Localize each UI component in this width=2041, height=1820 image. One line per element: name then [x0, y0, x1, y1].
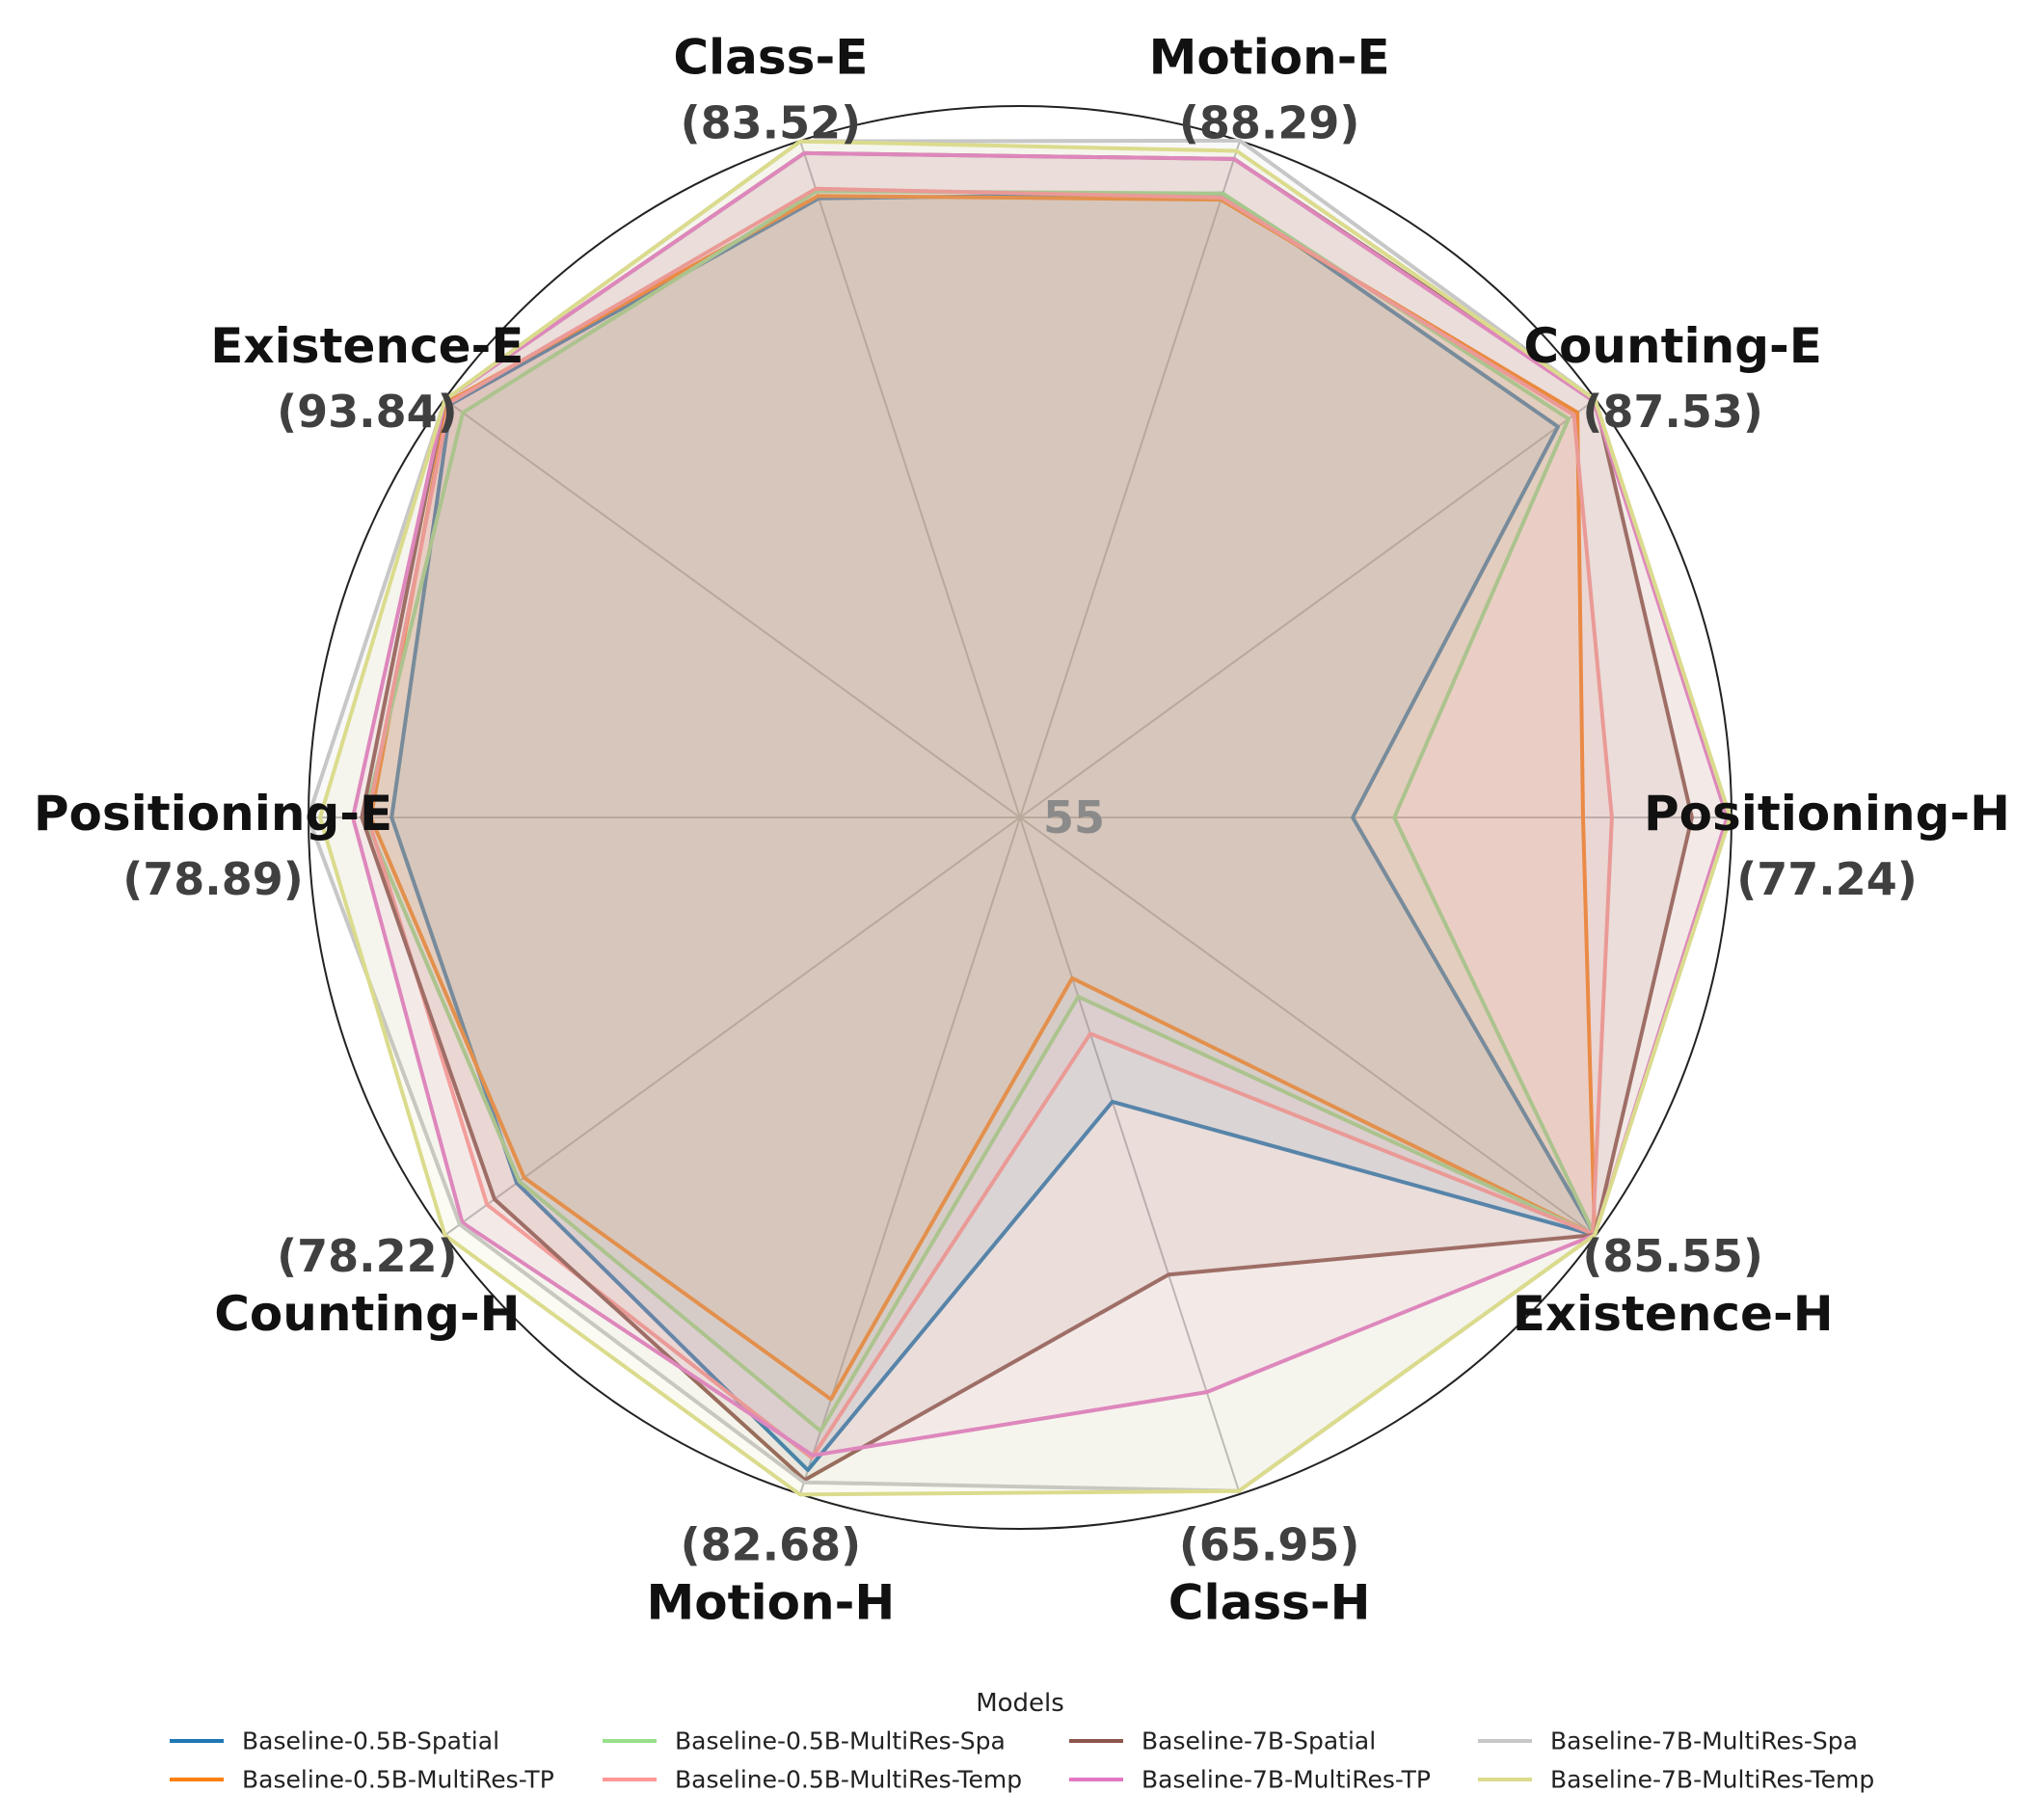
legend-label: Baseline-7B-MultiRes-Spa	[1550, 1727, 1858, 1755]
axis-label-counting-e: Counting-E	[1523, 318, 1822, 374]
legend-label: Baseline-7B-Spatial	[1141, 1727, 1376, 1755]
center-label: 55	[1043, 791, 1105, 843]
legend-item-baseline-7b-spatial[interactable]: Baseline-7B-Spatial	[1069, 1727, 1376, 1755]
legend-label: Baseline-0.5B-Spatial	[242, 1727, 499, 1755]
legend-label: Baseline-7B-MultiRes-TP	[1141, 1766, 1431, 1794]
series-layer	[306, 138, 1732, 1497]
series-baseline-7b-multires-temp	[318, 139, 1732, 1497]
axis-max-existence-h: (85.55)	[1582, 1230, 1763, 1282]
legend-layer: Models Baseline-0.5B-Spatial Baseline-0.5B…	[170, 1689, 1874, 1794]
spoke-existence-h	[1019, 816, 1597, 1237]
axis-max-class-h: (65.95)	[1179, 1519, 1360, 1571]
spoke-motion-h	[798, 816, 1021, 1495]
series-baseline-0-5b-spatial	[389, 191, 1598, 1472]
axis-label-class-e: Class-E	[673, 29, 868, 85]
legend-title: Models	[976, 1689, 1064, 1718]
axis-label-counting-h: Counting-H	[214, 1286, 520, 1342]
legend-item-baseline-7b-multires-temp[interactable]: Baseline-7B-MultiRes-Temp	[1478, 1766, 1874, 1794]
legend-item-baseline-0-5b-multires-spa[interactable]: Baseline-0.5B-MultiRes-Spa	[603, 1727, 1006, 1755]
axis-max-counting-h: (78.22)	[277, 1230, 458, 1282]
axis-label-motion-h: Motion-H	[647, 1575, 896, 1631]
legend-label: Baseline-0.5B-MultiRes-Spa	[675, 1727, 1006, 1755]
spoke-motion-e	[1019, 140, 1242, 818]
axis-label-existence-e: Existence-E	[210, 318, 524, 374]
legend-label: Baseline-0.5B-MultiRes-Temp	[675, 1766, 1022, 1794]
axis-label-class-h: Class-H	[1168, 1575, 1371, 1631]
spoke-existence-e	[443, 398, 1021, 818]
legend-item-baseline-7b-multires-spa[interactable]: Baseline-7B-MultiRes-Spa	[1478, 1727, 1858, 1755]
axis-max-existence-e: (93.84)	[277, 386, 458, 438]
spoke-class-h	[1019, 816, 1242, 1495]
axis-max-positioning-e: (78.89)	[122, 853, 304, 905]
label-layer: 55 Positioning-H (77.24) Counting-E (87.53) M…	[34, 29, 2010, 1630]
axis-max-motion-h: (82.68)	[681, 1519, 862, 1571]
legend-label: Baseline-7B-MultiRes-Temp	[1550, 1766, 1874, 1794]
axis-max-class-e: (83.52)	[681, 96, 862, 148]
axis-max-motion-e: (88.29)	[1179, 96, 1360, 148]
axis-label-existence-h: Existence-H	[1513, 1286, 1834, 1342]
legend-label: Baseline-0.5B-MultiRes-TP	[242, 1766, 554, 1794]
series-baseline-0-5b-multires-temp	[365, 186, 1614, 1460]
legend-item-baseline-0-5b-multires-temp[interactable]: Baseline-0.5B-MultiRes-Temp	[603, 1766, 1022, 1794]
spoke-counting-e	[1019, 398, 1597, 818]
axis-label-positioning-h: Positioning-H	[1644, 786, 2010, 842]
series-baseline-7b-multires-tp	[351, 150, 1730, 1458]
spoke-class-e	[798, 140, 1021, 818]
axis-label-positioning-e: Positioning-E	[34, 786, 392, 842]
axis-max-positioning-h: (77.24)	[1736, 853, 1918, 905]
axis-label-motion-e: Motion-E	[1149, 29, 1390, 85]
spoke-counting-h	[443, 816, 1021, 1237]
legend-item-baseline-0-5b-multires-tp[interactable]: Baseline-0.5B-MultiRes-TP	[170, 1766, 554, 1794]
legend-item-baseline-0-5b-spatial[interactable]: Baseline-0.5B-Spatial	[170, 1727, 499, 1755]
legend-item-baseline-7b-multires-tp[interactable]: Baseline-7B-MultiRes-TP	[1069, 1766, 1431, 1794]
axis-max-counting-e: (87.53)	[1582, 386, 1763, 438]
